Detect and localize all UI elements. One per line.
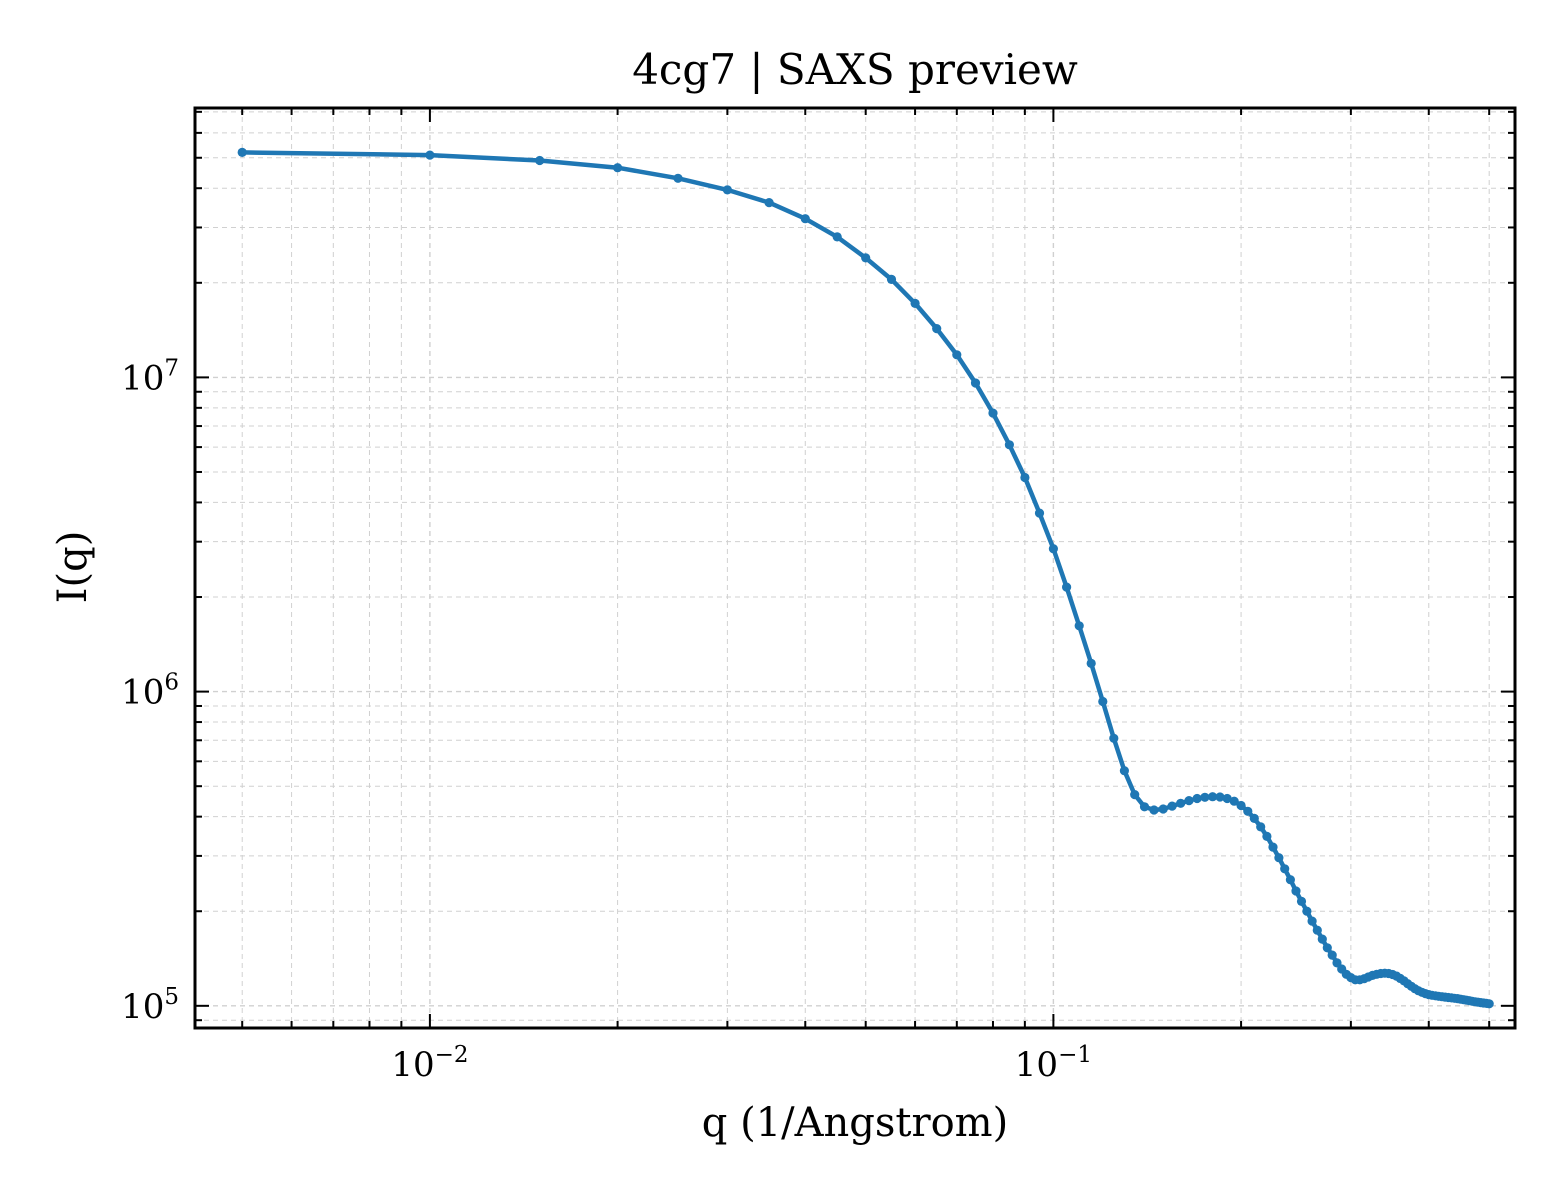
axis-ticks bbox=[195, 108, 1515, 1028]
data-point bbox=[1109, 733, 1119, 743]
data-point bbox=[1048, 544, 1058, 554]
data-point bbox=[1302, 906, 1312, 916]
data-point bbox=[1149, 805, 1159, 815]
data-point bbox=[1249, 813, 1259, 824]
data-point bbox=[1222, 793, 1232, 804]
data-point bbox=[1176, 798, 1186, 808]
data-point bbox=[1098, 696, 1108, 707]
data-point bbox=[861, 253, 871, 263]
data-point bbox=[932, 324, 942, 334]
data-point bbox=[1086, 658, 1096, 669]
data-point bbox=[800, 214, 810, 224]
data-point bbox=[1184, 796, 1194, 806]
data-point bbox=[1296, 896, 1307, 907]
y-tick-label: 105 bbox=[121, 984, 179, 1027]
data-point bbox=[1243, 806, 1253, 816]
plot-area bbox=[237, 147, 1494, 1009]
data-point bbox=[1158, 804, 1168, 814]
y-tick-labels: 105 106 107 bbox=[121, 355, 179, 1026]
data-point bbox=[1285, 875, 1295, 885]
data-point bbox=[1192, 793, 1202, 804]
x-tick-labels: 10−2 10−1 bbox=[391, 1042, 1092, 1085]
data-point bbox=[1208, 792, 1218, 802]
data-point bbox=[1062, 582, 1072, 592]
data-point bbox=[970, 378, 981, 388]
grid bbox=[195, 108, 1515, 1028]
data-point bbox=[1307, 916, 1317, 926]
data-point bbox=[237, 147, 247, 157]
data-point bbox=[1317, 934, 1327, 944]
data-point bbox=[1274, 853, 1284, 863]
data-point bbox=[1291, 886, 1301, 896]
data-point bbox=[722, 185, 733, 195]
data-point bbox=[1236, 800, 1246, 811]
data-point bbox=[1256, 822, 1266, 832]
data-point bbox=[1312, 925, 1322, 935]
data-point bbox=[535, 155, 545, 166]
data-point bbox=[1119, 766, 1129, 776]
data-point bbox=[1200, 792, 1210, 802]
data-point bbox=[952, 350, 962, 360]
data-point bbox=[1484, 999, 1494, 1009]
data-point bbox=[1229, 796, 1239, 806]
data-point bbox=[988, 408, 998, 418]
data-point bbox=[1268, 842, 1278, 852]
y-tick-label: 107 bbox=[121, 355, 179, 398]
data-point bbox=[1130, 790, 1140, 800]
data-point bbox=[1280, 864, 1290, 874]
data-point bbox=[1020, 472, 1030, 483]
data-point bbox=[1034, 508, 1045, 518]
data-point bbox=[1327, 950, 1337, 960]
data-point bbox=[832, 232, 842, 242]
data-point bbox=[764, 198, 774, 208]
data-point bbox=[1262, 831, 1272, 842]
y-axis-label: I(q) bbox=[50, 531, 96, 604]
data-point bbox=[1004, 440, 1015, 450]
data-point bbox=[1322, 943, 1332, 953]
data-point bbox=[1139, 802, 1150, 812]
data-point bbox=[425, 150, 435, 160]
plot-frame bbox=[193, 106, 1517, 1030]
data-point bbox=[886, 274, 897, 284]
data-point bbox=[1167, 801, 1177, 811]
chart-title: 4cg7 | SAXS preview bbox=[632, 45, 1078, 94]
x-axis-label: q (1/Angstrom) bbox=[702, 1100, 1008, 1146]
data-point bbox=[1074, 621, 1084, 631]
data-point bbox=[1215, 792, 1225, 802]
data-point bbox=[910, 298, 920, 308]
x-tick-label: 10−2 bbox=[391, 1042, 468, 1085]
y-tick-label: 106 bbox=[121, 670, 179, 713]
data-point bbox=[673, 173, 683, 183]
data-point bbox=[613, 163, 623, 173]
x-tick-label: 10−1 bbox=[1015, 1042, 1092, 1085]
